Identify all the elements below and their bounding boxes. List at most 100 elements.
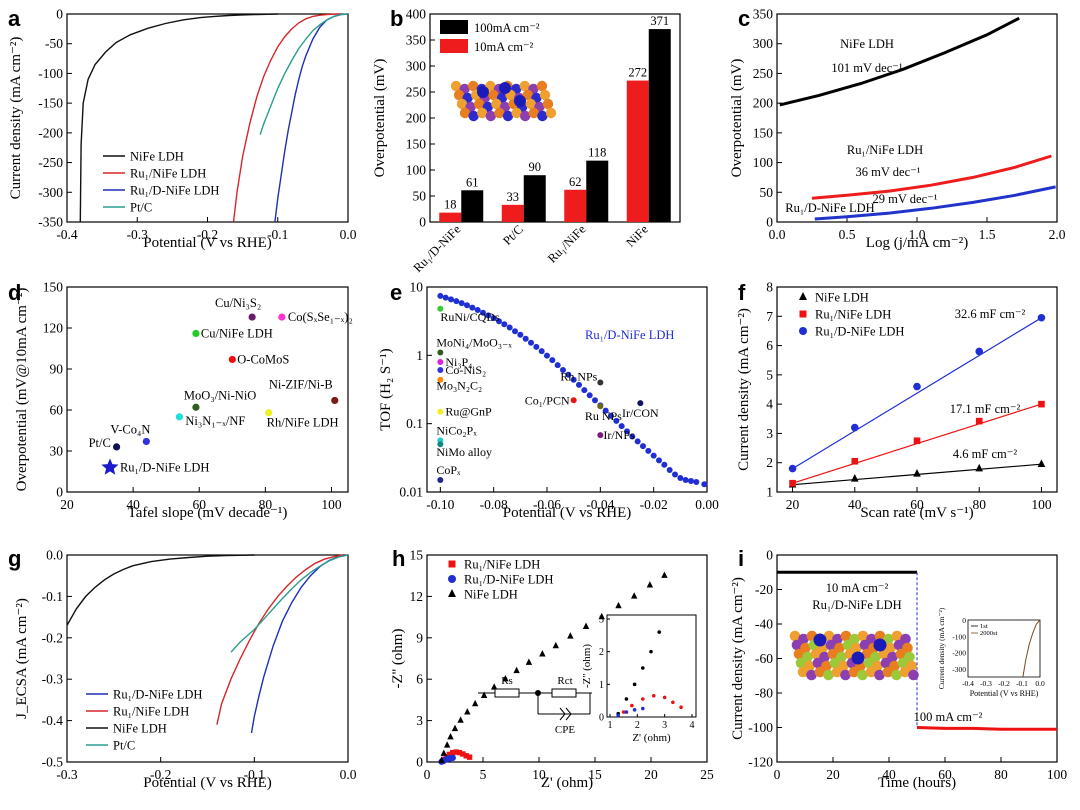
x-tick-label: 100 bbox=[321, 497, 342, 512]
y-tick-label: 100 bbox=[753, 155, 774, 170]
point-label: CoPₓ bbox=[436, 463, 461, 477]
bar-value-label: 118 bbox=[588, 146, 606, 160]
inset-y-label: Current density (mA cm⁻²) bbox=[937, 607, 946, 689]
data-point bbox=[449, 754, 456, 762]
x-tick-label: 100 bbox=[1047, 767, 1068, 782]
tof-point bbox=[581, 387, 588, 394]
x-tick-label: -0.2 bbox=[150, 767, 171, 782]
data-point bbox=[975, 463, 984, 472]
x-tick-label: 0.0 bbox=[769, 227, 786, 242]
x-tick-label: 15 bbox=[588, 767, 602, 782]
data-point bbox=[567, 632, 574, 639]
data-point bbox=[463, 753, 469, 759]
y-tick-label: -350 bbox=[38, 215, 63, 230]
x-tick-label: 25 bbox=[700, 767, 714, 782]
point-label: Ru@GnP bbox=[445, 405, 492, 419]
x-tick-label: 0.00 bbox=[695, 497, 719, 512]
crystal-atom bbox=[459, 107, 471, 119]
y-tick-label: -300 bbox=[38, 185, 63, 200]
circuit-resistor-rct bbox=[551, 688, 577, 698]
bar-10mA cm⁻²-Ru₁/D-NiFe bbox=[439, 212, 462, 222]
panel-d: 0 30 60 90 120 150 20 40 60 80 100 Cu/Ni₃S₂ Co(SₓSe₁… bbox=[14, 280, 353, 522]
tof-point bbox=[640, 443, 646, 450]
data-point bbox=[437, 376, 444, 383]
x-tick-label: -0.1 bbox=[267, 227, 288, 242]
tof-point bbox=[677, 475, 684, 482]
point-label: Pt/C bbox=[89, 436, 111, 450]
inset-x-tick-label: 2 bbox=[635, 720, 640, 731]
panel-letter-i: i bbox=[738, 546, 744, 571]
tof-point bbox=[485, 312, 492, 319]
series-line-Ru₁/NiFe LDH bbox=[232, 13, 342, 223]
data-point bbox=[331, 396, 339, 405]
annotation-text: 101 mV dec⁻¹ bbox=[831, 61, 902, 75]
point-label: Ir/CON bbox=[622, 406, 659, 420]
x-tick-label: -0.3 bbox=[127, 227, 149, 242]
annotation-text: Ru₁/D-NiFe LDH bbox=[785, 201, 874, 215]
fit-annotation: 32.6 mF cm⁻² bbox=[955, 307, 1026, 321]
tof-point bbox=[672, 471, 678, 478]
x-tick-label: 0 bbox=[424, 767, 431, 782]
tof-point bbox=[480, 309, 486, 316]
bar-100mA cm⁻²-Ru₁/NiFe bbox=[586, 160, 609, 222]
tof-point bbox=[458, 300, 465, 307]
inset-y-label: -Z'' (ohm) bbox=[581, 644, 593, 688]
x-tick-label: 40 bbox=[848, 497, 862, 512]
y-tick-label: -20 bbox=[755, 582, 773, 597]
x-category-label: Ru₁/D-NiFe bbox=[411, 222, 464, 275]
y-tick-label: 0 bbox=[416, 755, 423, 770]
legend-label: Pt/C bbox=[130, 201, 152, 215]
data-point bbox=[975, 417, 983, 425]
tof-point bbox=[442, 294, 449, 301]
inset-frame bbox=[606, 614, 697, 718]
legend-marker bbox=[799, 327, 807, 335]
data-point bbox=[597, 403, 604, 410]
crystal-atom bbox=[825, 639, 837, 651]
annotation-text: NiFe LDH bbox=[840, 37, 894, 51]
crystal-atom bbox=[525, 98, 536, 110]
crystal-atom bbox=[542, 98, 554, 110]
series-line bbox=[811, 154, 1052, 200]
point-label: O-CoMoS bbox=[237, 352, 289, 366]
annotation-text: Ru₁/NiFe LDH bbox=[847, 143, 923, 157]
y-tick-label: 150 bbox=[406, 137, 427, 152]
y-tick-label: 350 bbox=[406, 33, 427, 48]
inset-point bbox=[679, 705, 683, 709]
tof-point bbox=[522, 335, 529, 342]
inset-point bbox=[624, 697, 629, 701]
tof-point bbox=[565, 371, 572, 378]
series-line bbox=[814, 185, 1056, 221]
tof-point bbox=[501, 321, 508, 328]
y-tick-label: 0.1 bbox=[406, 416, 423, 431]
data-point bbox=[491, 683, 498, 690]
y-tick-label: 0.01 bbox=[399, 485, 423, 500]
crystal-atom bbox=[814, 666, 826, 678]
tof-point bbox=[592, 397, 598, 404]
data-point bbox=[1038, 400, 1045, 408]
point-label: NiCo₂Pₓ bbox=[436, 423, 477, 437]
data-point bbox=[598, 612, 605, 620]
bar-value-label: 62 bbox=[569, 175, 582, 189]
inset-point bbox=[662, 695, 667, 700]
point-label: V-Co₄N bbox=[110, 422, 150, 436]
data-point bbox=[460, 751, 466, 757]
crystal-atom bbox=[908, 669, 919, 681]
panel-e: 0.01 0.1 1 10 -0.10 -0.08 -0.06 -0.04 -0.02 0.00 R… bbox=[378, 280, 719, 522]
point-label: Rh NPs bbox=[560, 370, 597, 384]
inset-x-tick-label: -0.1 bbox=[1016, 679, 1028, 688]
tof-point bbox=[666, 466, 673, 473]
annotation-text: Ru₁/D-NiFe LDH bbox=[812, 598, 901, 612]
bar-value-label: 33 bbox=[507, 190, 520, 204]
x-axis-label: Scan rate (mV s⁻¹) bbox=[860, 505, 973, 521]
point-label: Co₁/PCN bbox=[525, 393, 570, 407]
crystal-atom bbox=[789, 630, 801, 642]
data-point bbox=[788, 464, 797, 473]
y-tick-label: -0.4 bbox=[42, 713, 64, 728]
crystal-atom bbox=[468, 110, 479, 122]
y-tick-label: -120 bbox=[748, 755, 773, 770]
data-point bbox=[228, 355, 236, 364]
series-line bbox=[66, 554, 255, 626]
data-point bbox=[582, 622, 590, 629]
crystal-atom bbox=[536, 80, 548, 92]
